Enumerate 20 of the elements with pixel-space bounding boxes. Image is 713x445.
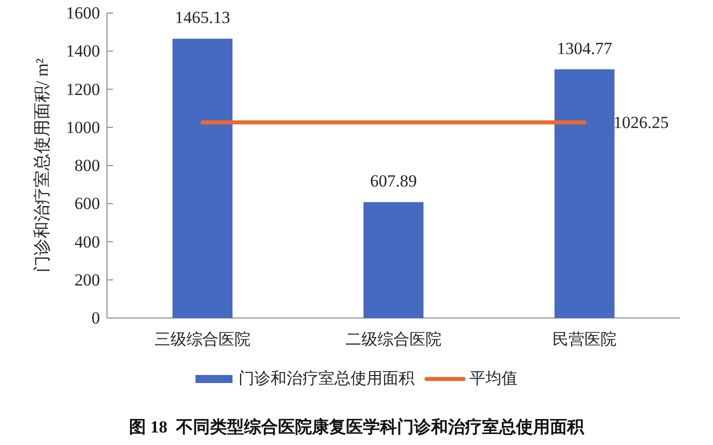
y-tick-label: 200 [74, 270, 100, 290]
y-tick-label: 1600 [66, 4, 100, 22]
data-label: 1465.13 [174, 8, 230, 28]
y-tick-label: 0 [92, 308, 100, 328]
y-tick-label: 400 [74, 232, 100, 252]
legend-label: 门诊和治疗室总使用面积 [238, 370, 414, 388]
x-tick-label: 三级综合医院 [154, 330, 250, 348]
y-tick-label: 600 [74, 194, 100, 214]
y-tick-label: 1000 [66, 118, 100, 137]
y-axis-title: 门诊和治疗室总使用面积/ m² [32, 58, 52, 273]
y-tick-label: 800 [74, 156, 100, 175]
x-tick-label: 二级综合医院 [346, 330, 442, 348]
data-label: 1026.25 [614, 112, 669, 132]
y-tick-label: 1200 [66, 80, 100, 99]
text: 图 18 不同类型综合医院康复医学科门诊和治疗室总使用面积 [129, 418, 585, 436]
legend-label: 平均值 [470, 370, 518, 388]
data-label: 607.89 [370, 172, 417, 191]
y-tick-label: 1400 [66, 42, 100, 61]
x-tick-label: 民营医院 [552, 330, 616, 348]
data-label: 1304.77 [556, 38, 613, 58]
